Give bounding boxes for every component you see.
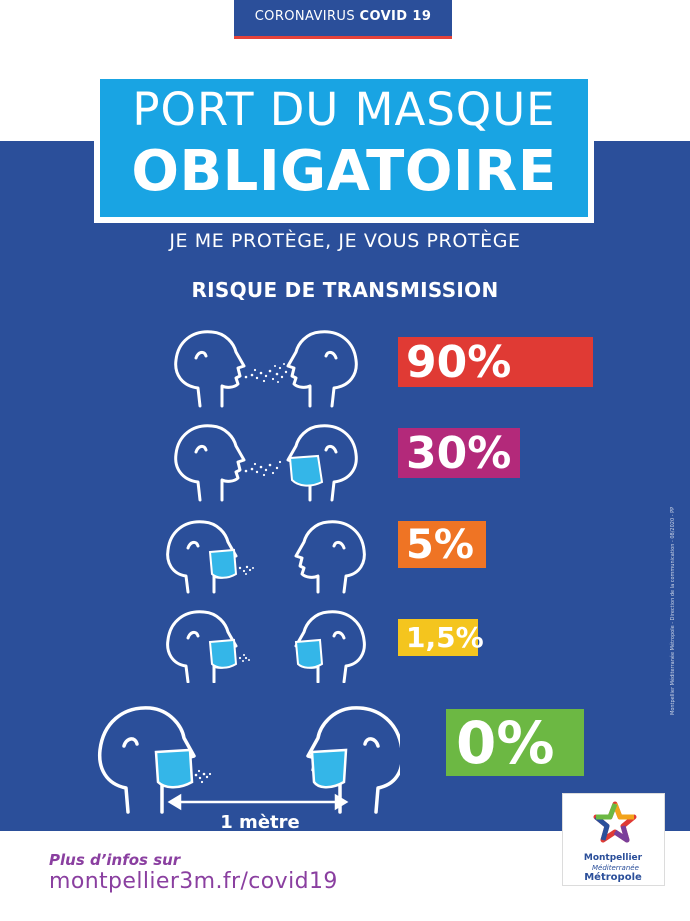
risk-value: 1,5%: [406, 621, 484, 654]
risk-illustration-3: [166, 520, 366, 594]
side-credit: Montpellier Méditerranée Métropole - Dir…: [670, 506, 676, 715]
header-highlight: COVID 19: [359, 9, 432, 24]
risk-value: 0%: [456, 708, 555, 777]
surgical-mask-icon: [154, 748, 194, 789]
risk-illustration-2: [174, 424, 358, 502]
risk-illustration-5: [97, 706, 400, 814]
face-profile-icon: [294, 520, 366, 594]
header-label: CORONAVIRUS COVID 19: [234, 0, 452, 39]
risk-badge-30: 30%: [398, 427, 520, 479]
surgical-mask-icon: [294, 638, 324, 669]
logo-metropole: Métropole: [584, 872, 642, 883]
double-arrow-icon: [167, 793, 349, 811]
title-line-1: PORT DU MASQUE: [132, 83, 556, 136]
risk-value: 5%: [406, 521, 474, 568]
surgical-mask-icon: [310, 748, 348, 789]
droplet-spray-icon: [238, 654, 250, 662]
tagline: JE ME PROTÈGE, JE VOUS PROTÈGE: [169, 230, 521, 252]
star-logo-icon: [593, 801, 637, 843]
surgical-mask-icon: [208, 548, 238, 579]
face-profile-icon: [174, 424, 246, 502]
surgical-mask-icon: [208, 638, 238, 669]
risk-badge-1-5: 1,5%: [398, 619, 484, 656]
risk-value: 90%: [406, 336, 512, 388]
face-profile-icon: [174, 330, 246, 408]
risk-badge-90: 90%: [398, 336, 593, 388]
info-url-link[interactable]: montpellier3m.fr/covid19: [49, 869, 338, 894]
logo-subtitle: Méditerranée: [592, 864, 639, 872]
droplet-spray-icon: [244, 363, 288, 383]
distance-label: 1 mètre: [220, 812, 300, 833]
droplet-spray-icon: [244, 460, 282, 477]
risk-badge-0: 0%: [446, 708, 584, 777]
risk-illustration-4: [166, 610, 366, 684]
more-info-label: Plus d’infos sur: [49, 851, 181, 869]
header-prefix: CORONAVIRUS: [254, 9, 355, 24]
surgical-mask-icon: [288, 454, 324, 487]
face-profile-icon: [286, 330, 358, 408]
droplet-spray-icon: [194, 769, 212, 784]
droplet-spray-icon: [238, 565, 254, 575]
risk-badge-5: 5%: [398, 521, 486, 568]
risk-value: 30%: [406, 427, 512, 479]
logo-name: Montpellier: [583, 853, 643, 863]
risk-illustration-1: [174, 330, 358, 408]
title-line-2: OBLIGATOIRE: [131, 139, 557, 204]
metropole-logo: [562, 793, 665, 886]
title-panel: [100, 79, 588, 217]
section-title: RISQUE DE TRANSMISSION: [191, 278, 499, 302]
